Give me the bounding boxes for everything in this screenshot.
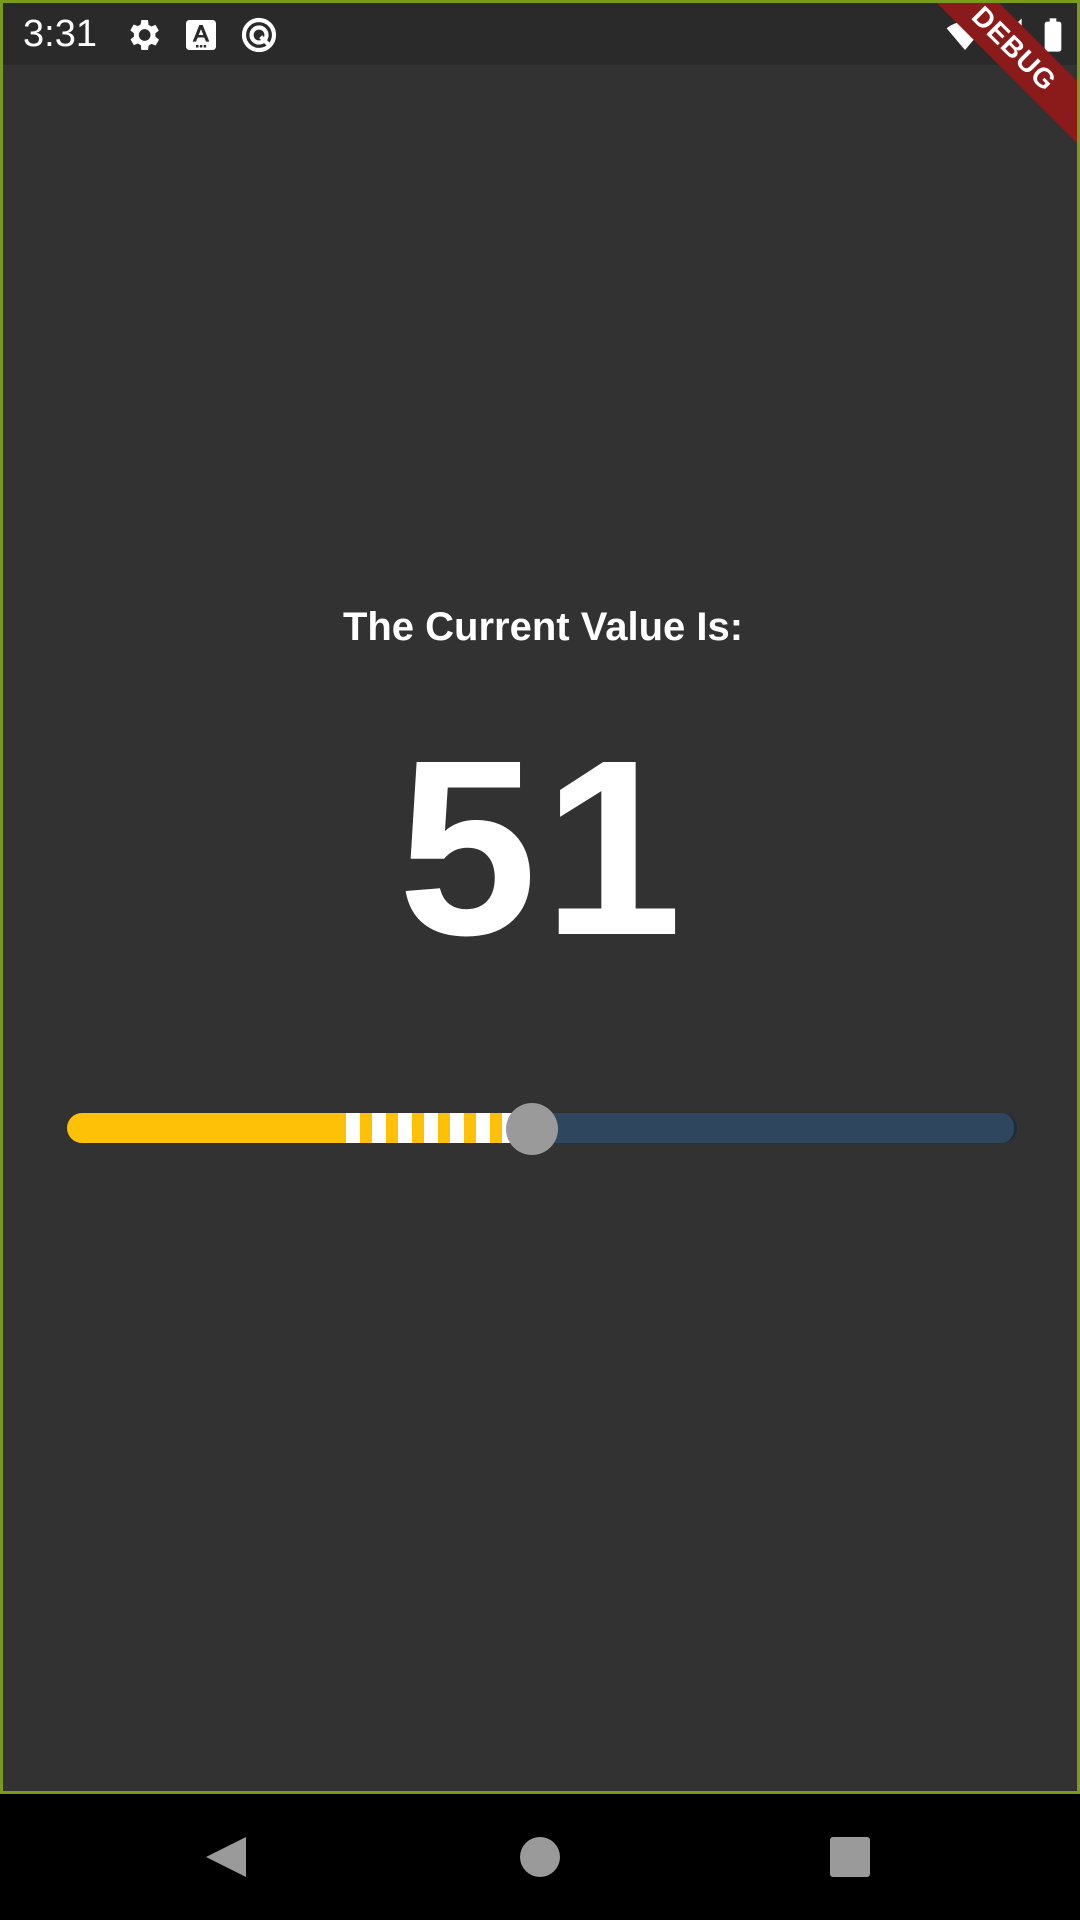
app-screen: 3:31 DEBUG The Current Value Is: 5	[0, 0, 1080, 1794]
battery-icon	[1044, 18, 1062, 52]
current-value: 51	[397, 708, 689, 987]
status-time: 3:31	[23, 13, 97, 55]
slider-tick	[372, 1113, 386, 1143]
value-slider[interactable]	[67, 1103, 1017, 1155]
slider-tick	[476, 1113, 490, 1143]
circle-arrow-icon	[241, 17, 277, 53]
slider-tick	[450, 1113, 464, 1143]
slider-tick	[398, 1113, 412, 1143]
slider-inactive-track[interactable]	[532, 1113, 1017, 1143]
slider-thumb[interactable]	[506, 1103, 558, 1155]
gear-icon	[130, 20, 159, 50]
slider-tick	[424, 1113, 438, 1143]
value-label: The Current Value Is:	[342, 605, 744, 649]
navigation-bar	[0, 1794, 1080, 1920]
home-icon[interactable]	[510, 1827, 570, 1887]
recents-icon[interactable]	[820, 1827, 880, 1887]
text-a-icon	[186, 20, 216, 50]
status-bar: 3:31	[3, 3, 1077, 65]
back-icon[interactable]	[196, 1827, 256, 1887]
slider-tick	[346, 1113, 360, 1143]
